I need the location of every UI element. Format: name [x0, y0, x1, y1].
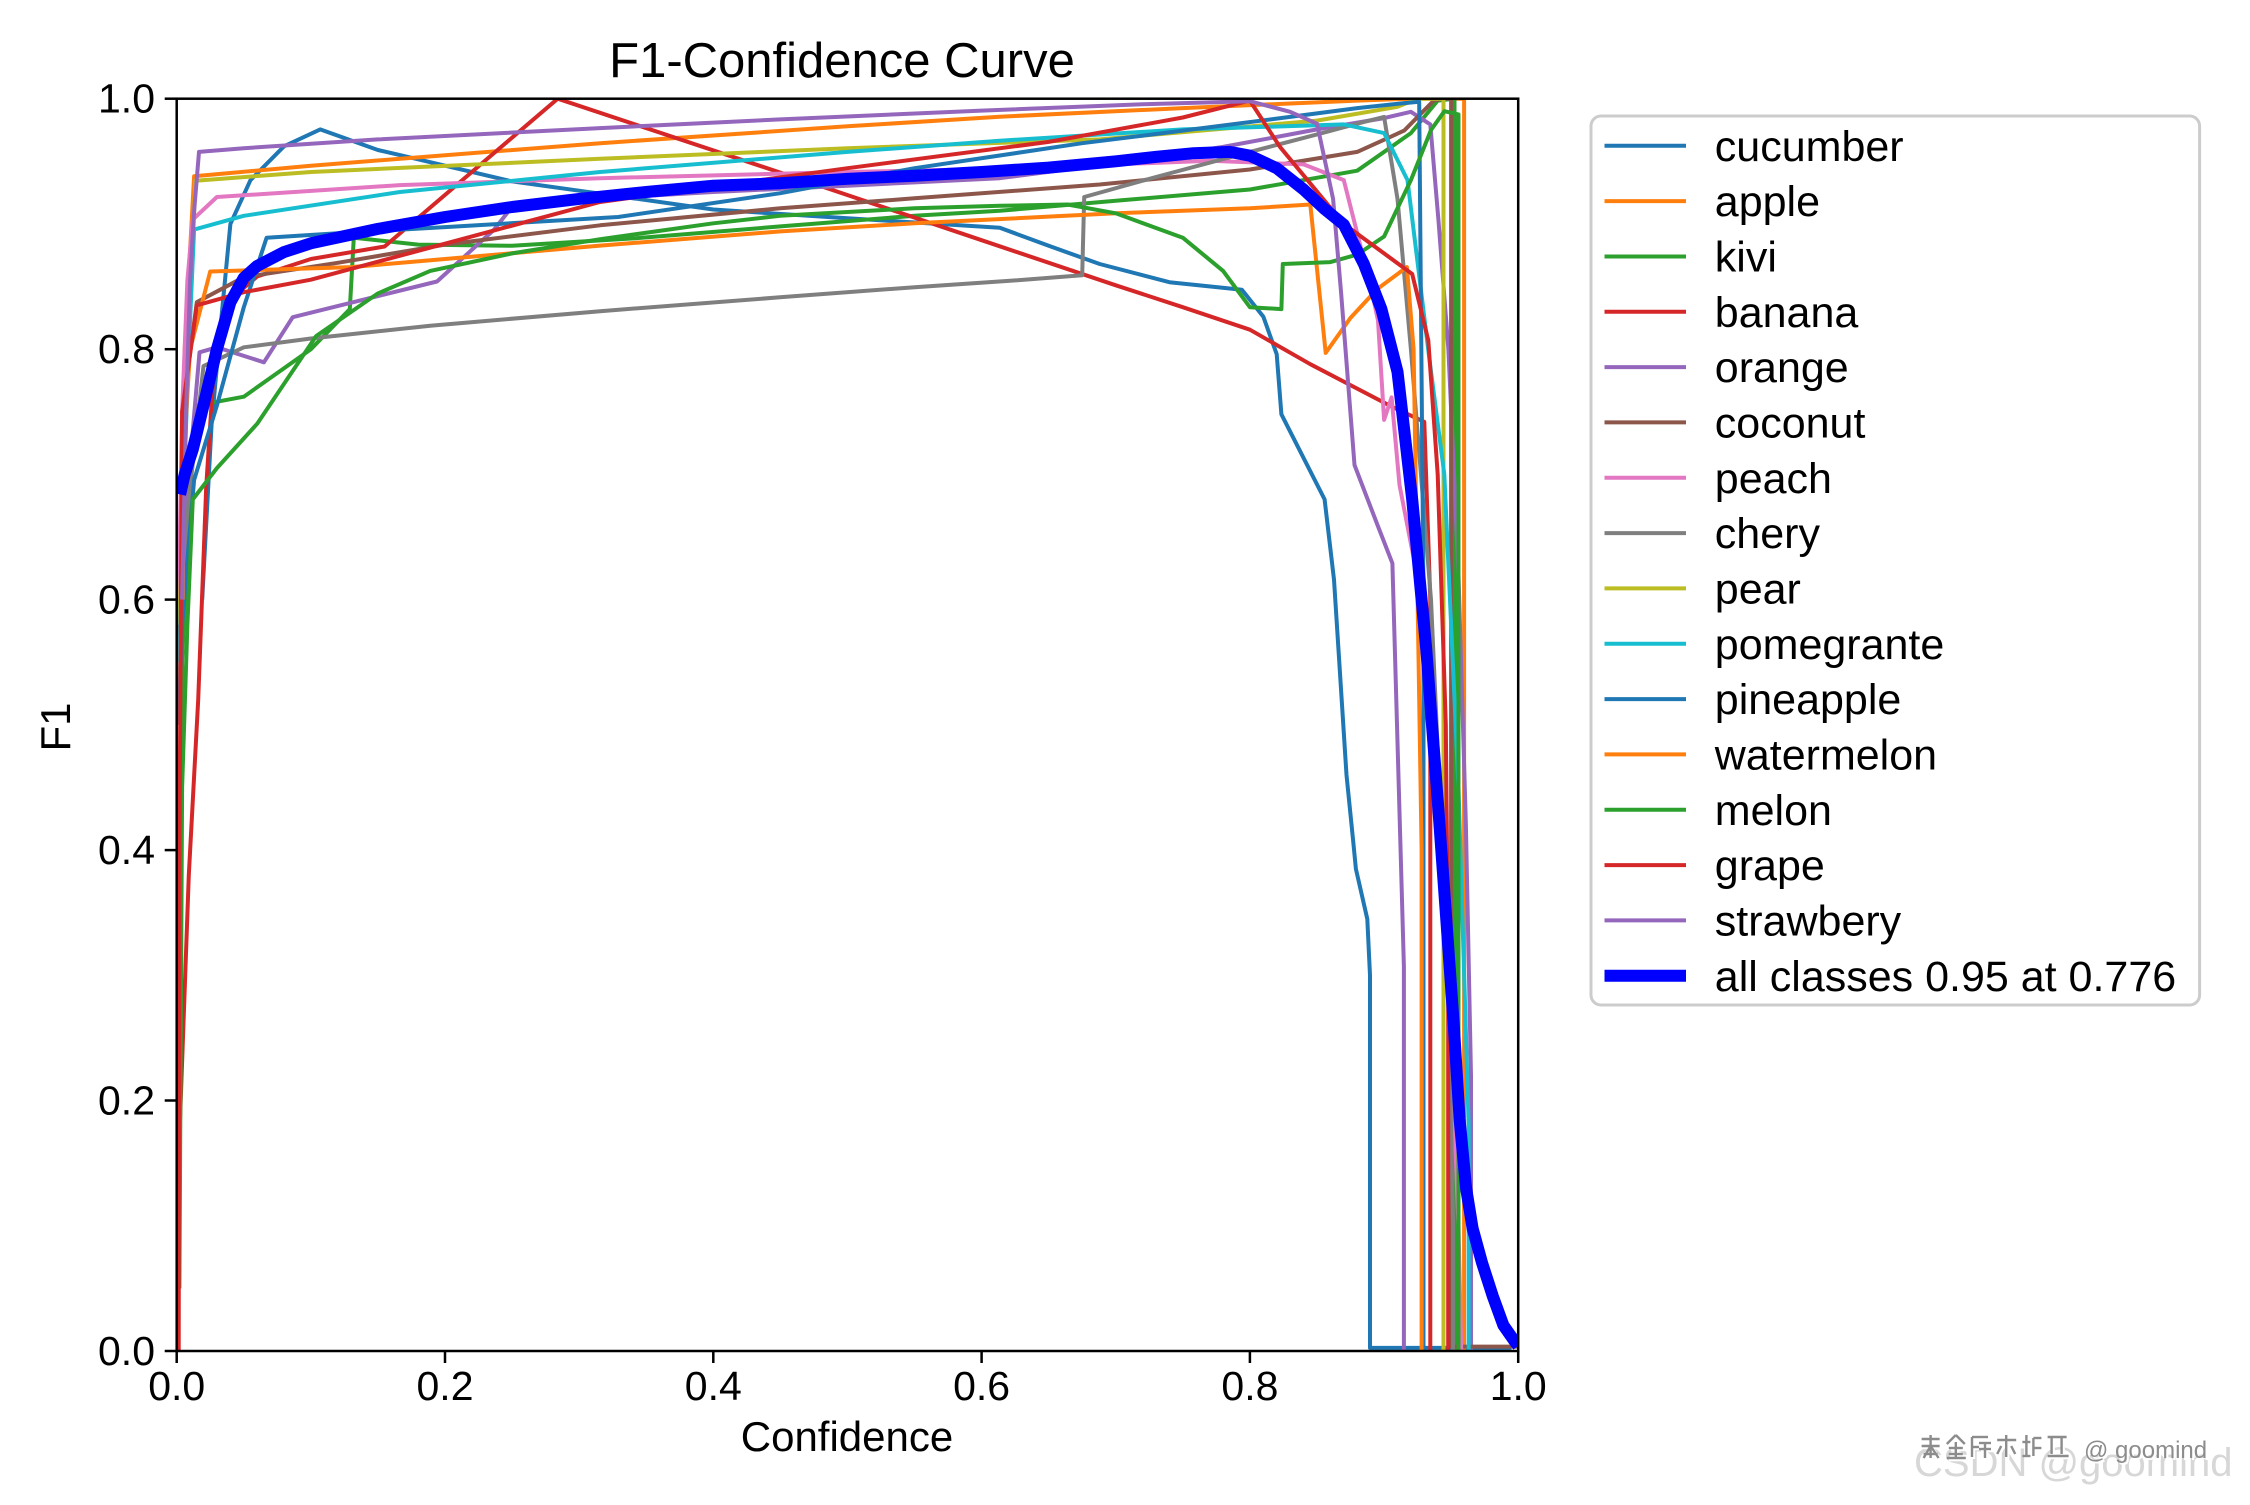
svg-text:peach: peach — [1715, 455, 1832, 503]
svg-text:apple: apple — [1715, 178, 1820, 226]
svg-text:1.0: 1.0 — [1490, 1363, 1547, 1409]
svg-text:0.0: 0.0 — [148, 1363, 205, 1409]
svg-text:kivi: kivi — [1715, 234, 1777, 282]
svg-text:0.2: 0.2 — [98, 1078, 155, 1124]
svg-text:coconut: coconut — [1715, 399, 1866, 447]
svg-text:pineapple: pineapple — [1715, 676, 1902, 724]
svg-text:Confidence: Confidence — [741, 1413, 953, 1460]
svg-text:0.8: 0.8 — [1221, 1363, 1278, 1409]
svg-text:strawbery: strawbery — [1715, 897, 1902, 945]
svg-text:banana: banana — [1715, 289, 1859, 337]
svg-text:0.8: 0.8 — [98, 326, 155, 372]
svg-text:grape: grape — [1715, 842, 1825, 890]
svg-text:orange: orange — [1715, 344, 1849, 392]
svg-text:melon: melon — [1715, 787, 1832, 835]
svg-text:all classes 0.95 at 0.776: all classes 0.95 at 0.776 — [1715, 953, 2176, 1001]
svg-text:chery: chery — [1715, 510, 1821, 558]
svg-text:pear: pear — [1715, 565, 1801, 613]
svg-text:watermelon: watermelon — [1714, 731, 1937, 779]
svg-text:F1: F1 — [32, 702, 79, 751]
svg-text:0.6: 0.6 — [98, 577, 155, 623]
svg-text:F1-Confidence Curve: F1-Confidence Curve — [609, 34, 1075, 88]
svg-text:0.4: 0.4 — [685, 1363, 742, 1409]
svg-text:cucumber: cucumber — [1715, 123, 1904, 171]
svg-text:@ goomind: @ goomind — [2084, 1437, 2207, 1464]
svg-text:pomegrante: pomegrante — [1715, 621, 1945, 669]
svg-text:0.4: 0.4 — [98, 827, 155, 873]
svg-text:1.0: 1.0 — [98, 76, 155, 122]
svg-text:0.2: 0.2 — [417, 1363, 474, 1409]
svg-text:0.0: 0.0 — [98, 1328, 155, 1374]
svg-text:0.6: 0.6 — [953, 1363, 1010, 1409]
svg-text:CSDN @goomind: CSDN @goomind — [1914, 1441, 2233, 1485]
